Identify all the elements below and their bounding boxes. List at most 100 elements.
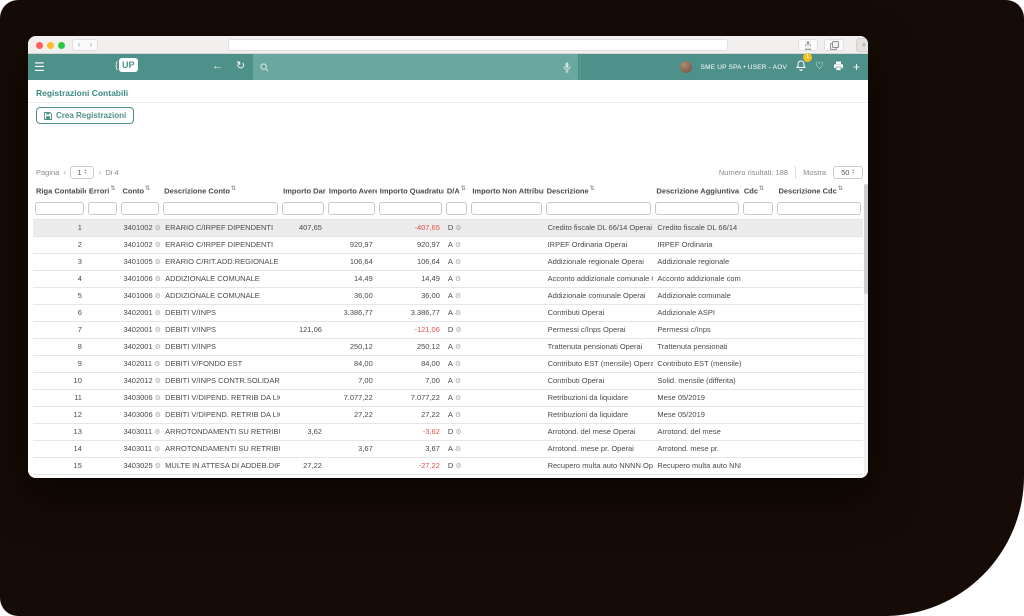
table-row[interactable] xyxy=(33,473,863,478)
filter-input-descrizione[interactable] xyxy=(545,201,652,215)
sort-icon[interactable]: ⇅ xyxy=(231,186,237,192)
gear-icon[interactable]: ⚙ xyxy=(454,344,462,351)
gear-icon[interactable]: ⚙ xyxy=(154,327,161,334)
column-header-descrizione[interactable]: Descrizione⇅ xyxy=(544,184,654,197)
table-row[interactable]: 15 3403025 ⚙ MULTE IN ATTESA DI ADDEB.DIP 27… xyxy=(33,456,863,474)
gear-icon[interactable]: ⚙ xyxy=(154,225,161,232)
column-header-descrizione_conto[interactable]: Descrizione Conto⇅ xyxy=(161,184,280,197)
sort-icon[interactable]: ⇅ xyxy=(837,186,843,192)
print-button[interactable] xyxy=(833,58,844,76)
gear-icon[interactable]: ⚙ xyxy=(154,276,161,283)
add-button[interactable]: + xyxy=(852,60,860,74)
table-row[interactable]: 8 3402001 ⚙ DEBITI V/INPS 250,12 250,12 A ⚙ Trat… xyxy=(33,337,863,355)
column-header-cdc[interactable]: Cdc⇅ xyxy=(741,184,776,197)
table-row[interactable]: 12 3403006 ⚙ DEBITI V/DIPEND. RETRIB DA LIQ… xyxy=(33,405,863,423)
filter-input-descrizione_cdc[interactable] xyxy=(777,201,861,215)
window-close-button[interactable] xyxy=(36,42,43,49)
table-row[interactable]: 6 3402001 ⚙ DEBITI V/INPS 3.386,77 3.386,77 A ⚙… xyxy=(33,303,863,321)
table-scrollbar[interactable] xyxy=(864,184,868,478)
gear-icon[interactable]: ⚙ xyxy=(154,378,161,385)
gear-icon[interactable]: ⚙ xyxy=(454,259,462,266)
new-tab-button[interactable]: + xyxy=(856,38,868,52)
page-number-input[interactable]: 1 ▲ ▼ xyxy=(70,165,95,179)
gear-icon[interactable]: ⚙ xyxy=(455,429,462,436)
gear-icon[interactable]: ⚙ xyxy=(154,242,161,249)
table-row[interactable]: 9 3402011 ⚙ DEBITI V/FONDO EST 84,00 84,00 A ⚙ C… xyxy=(33,354,863,372)
table-row[interactable]: 5 3401006 ⚙ ADDIZIONALE COMUNALE 36,00 36,00 A… xyxy=(33,286,863,304)
gear-icon[interactable]: ⚙ xyxy=(154,310,161,317)
scrollbar-thumb[interactable] xyxy=(864,184,868,294)
column-header-descrizione_cdc[interactable]: Descrizione Cdc⇅ xyxy=(775,184,863,197)
table-row[interactable]: 7 3402001 ⚙ DEBITI V/INPS 121,06 -121,06 D ⚙ Per… xyxy=(33,320,863,338)
table-row[interactable]: 10 3402012 ⚙ DEBITI V/INPS CONTR.SOLIDAR. 7,… xyxy=(33,371,863,389)
sort-icon[interactable]: ⇅ xyxy=(589,186,595,192)
address-bar[interactable] xyxy=(228,39,728,51)
gear-icon[interactable]: ⚙ xyxy=(154,446,161,453)
browser-forward-icon[interactable]: › xyxy=(89,40,93,49)
notifications-button[interactable]: 1 xyxy=(796,53,813,76)
gear-icon[interactable]: ⚙ xyxy=(154,395,161,402)
microphone-icon[interactable] xyxy=(563,62,571,73)
browser-back-icon[interactable]: ‹ xyxy=(77,40,81,49)
avatar[interactable] xyxy=(679,61,692,73)
gear-icon[interactable]: ⚙ xyxy=(455,225,462,232)
gear-icon[interactable]: ⚙ xyxy=(154,259,161,266)
filter-input-descrizione_aggiuntiva[interactable] xyxy=(655,201,739,215)
sort-icon[interactable]: ⇅ xyxy=(460,186,466,192)
gear-icon[interactable]: ⚙ xyxy=(154,429,161,436)
gear-icon[interactable]: ⚙ xyxy=(154,344,161,351)
user-name[interactable]: SME UP SPA • USER - AOV xyxy=(700,63,788,71)
column-header-non_attribuito[interactable]: Importo Non Attribuito⇅ xyxy=(469,184,543,197)
page-title[interactable]: Registrazioni Contabili xyxy=(36,88,129,98)
table-row[interactable]: 1 3401002 ⚙ ERARIO C/IRPEF DIPENDENTI 407,65… xyxy=(33,218,863,236)
tabs-overview-button[interactable] xyxy=(824,39,844,51)
column-header-avere[interactable]: Importo Avere⇅ xyxy=(326,184,377,197)
gear-icon[interactable]: ⚙ xyxy=(455,327,462,334)
filter-input-cdc[interactable] xyxy=(742,201,774,215)
create-registrations-button[interactable]: Crea Registrazioni xyxy=(36,107,135,124)
gear-icon[interactable]: ⚙ xyxy=(154,361,161,368)
sort-icon[interactable]: ⇅ xyxy=(759,186,765,192)
gear-icon[interactable]: ⚙ xyxy=(154,463,161,470)
table-row[interactable]: 2 3401002 ⚙ ERARIO C/IRPEF DIPENDENTI 920,97… xyxy=(33,235,863,253)
column-header-quadratura[interactable]: Importo Quadratura⇅ xyxy=(377,184,444,197)
share-button[interactable] xyxy=(798,39,818,51)
column-header-errori[interactable]: Errori⇅ xyxy=(86,184,120,197)
gear-icon[interactable]: ⚙ xyxy=(454,446,462,453)
gear-icon[interactable]: ⚙ xyxy=(454,293,462,300)
table-row[interactable]: 3 3401005 ⚙ ERARIO C/RIT.ADD.REGIONALE 106,6… xyxy=(33,252,863,270)
gear-icon[interactable]: ⚙ xyxy=(454,395,462,402)
page-size-stepper-icon[interactable]: ▲ ▼ xyxy=(851,167,855,175)
filter-input-da[interactable] xyxy=(445,201,468,215)
table-row[interactable]: 4 3401006 ⚙ ADDIZIONALE COMUNALE 14,49 14,49 A… xyxy=(33,269,863,287)
filter-input-dare[interactable] xyxy=(282,201,324,215)
page-stepper-icon[interactable]: ▲ ▼ xyxy=(83,167,88,175)
column-header-conto[interactable]: Conto⇅ xyxy=(119,184,161,197)
filter-input-descrizione_conto[interactable] xyxy=(163,201,279,215)
next-page-icon[interactable]: › xyxy=(98,167,102,177)
sort-icon[interactable]: ⇅ xyxy=(145,186,151,192)
page-size-select[interactable]: 50 ▲ ▼ xyxy=(833,165,863,179)
app-logo[interactable]: { UP xyxy=(115,58,138,72)
column-header-descrizione_aggiuntiva[interactable]: Descrizione Aggiuntiva⇅ xyxy=(653,184,740,197)
window-minimize-button[interactable] xyxy=(47,42,54,49)
gear-icon[interactable]: ⚙ xyxy=(454,242,462,249)
window-zoom-button[interactable] xyxy=(58,42,65,49)
global-search-input[interactable] xyxy=(253,54,578,80)
sort-icon[interactable]: ⇅ xyxy=(110,186,116,192)
gear-icon[interactable]: ⚙ xyxy=(454,310,462,317)
menu-icon[interactable]: ☰ xyxy=(34,60,45,74)
gear-icon[interactable]: ⚙ xyxy=(454,378,462,385)
filter-input-conto[interactable] xyxy=(121,201,160,215)
filter-input-quadratura[interactable] xyxy=(378,201,442,215)
sort-icon[interactable]: ⇅ xyxy=(740,186,741,192)
gear-icon[interactable]: ⚙ xyxy=(454,276,462,283)
app-back-icon[interactable]: ← xyxy=(212,60,223,72)
app-refresh-icon[interactable]: ↻ xyxy=(236,60,246,72)
favorites-button[interactable]: ♡ xyxy=(815,61,824,72)
filter-input-riga[interactable] xyxy=(35,201,84,215)
prev-page-icon[interactable]: ‹ xyxy=(63,167,67,177)
gear-icon[interactable]: ⚙ xyxy=(455,463,462,470)
gear-icon[interactable]: ⚙ xyxy=(454,412,462,419)
